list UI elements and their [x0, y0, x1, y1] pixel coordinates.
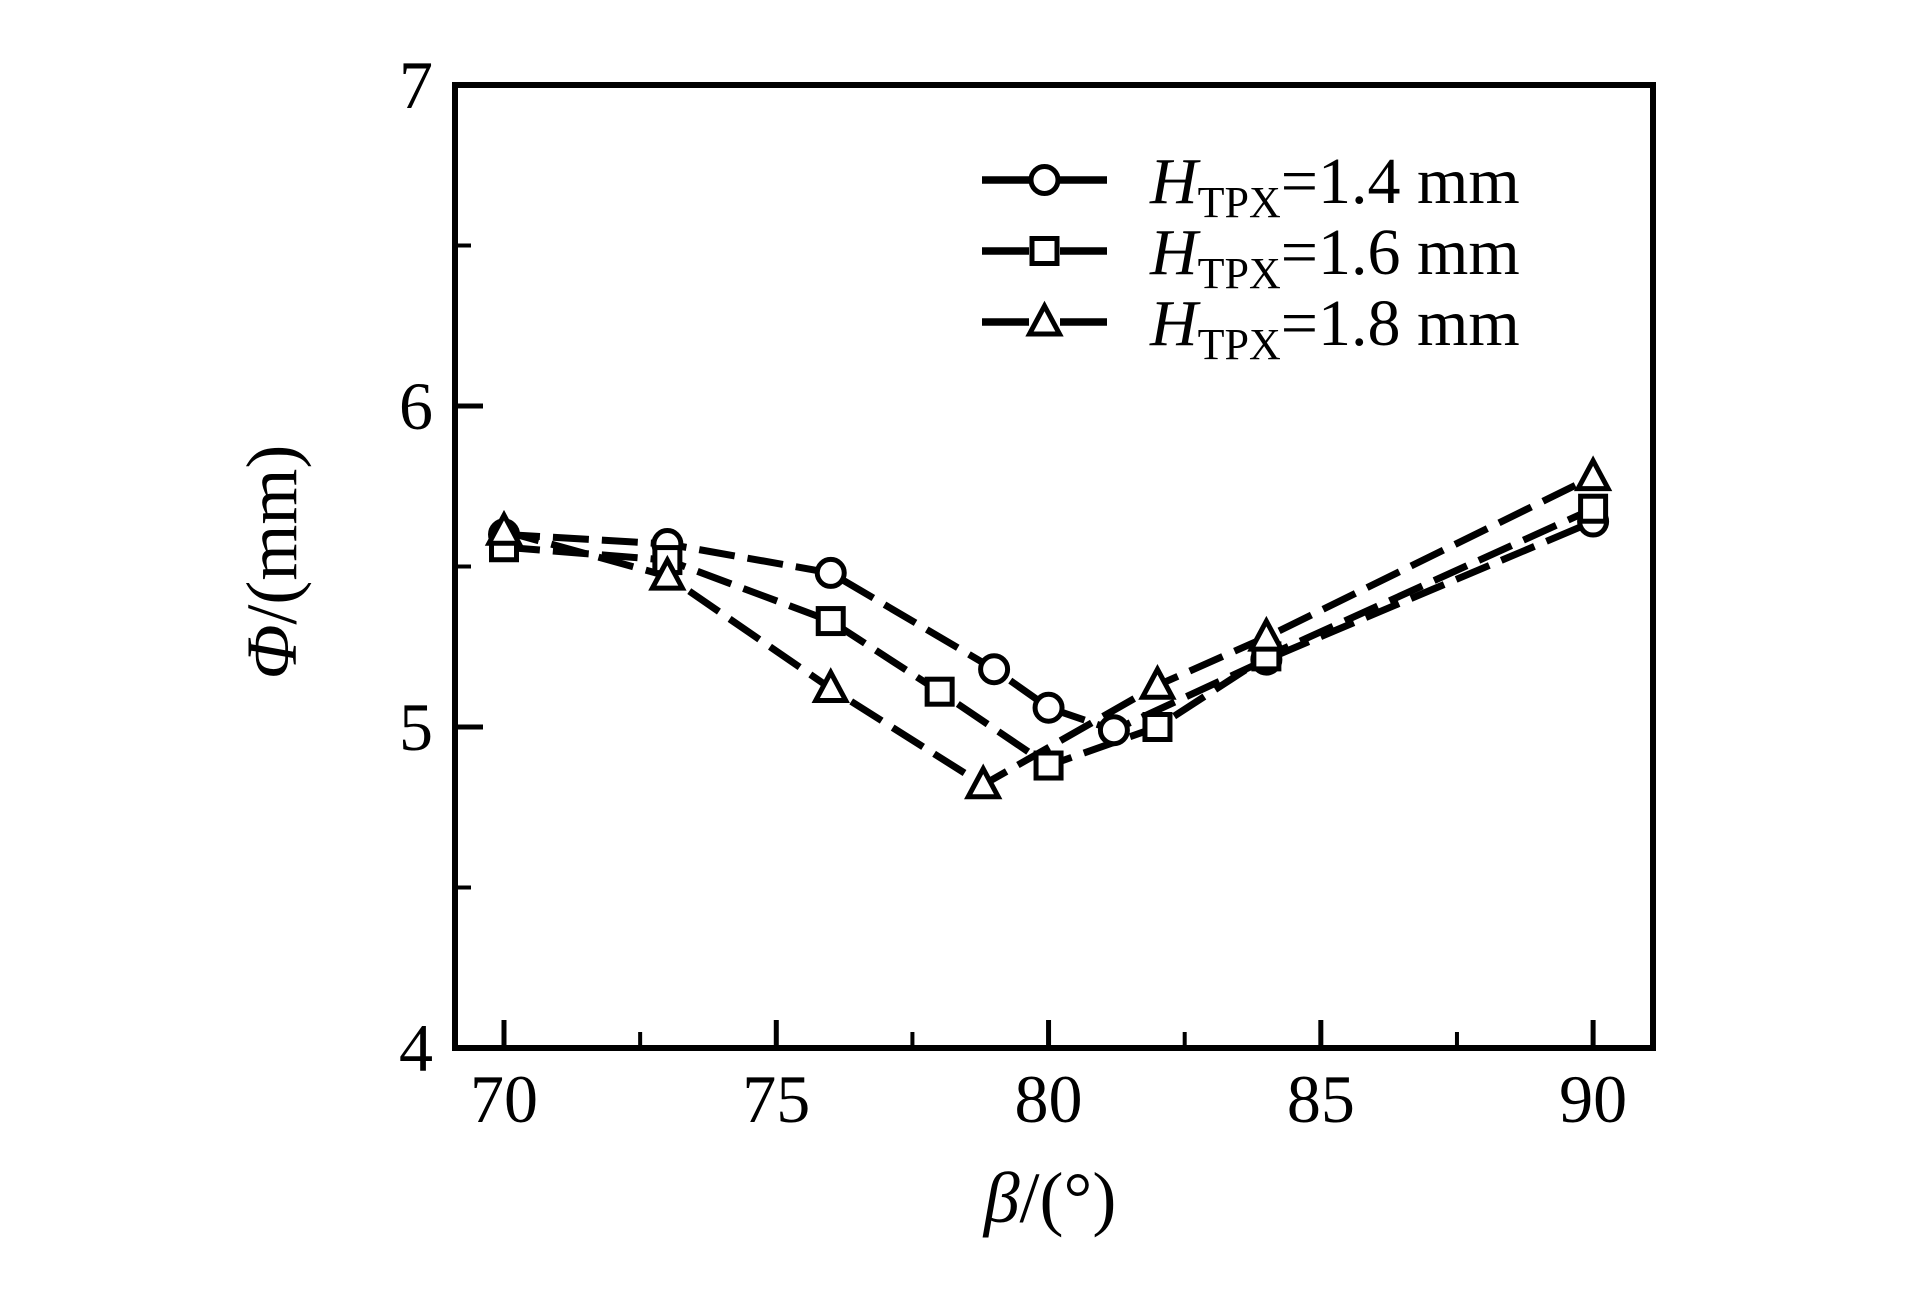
triangle-marker-icon	[648, 554, 687, 591]
y-tick-label: 5	[399, 689, 433, 765]
series-markers-square	[489, 493, 1609, 781]
x-tick-label: 85	[1287, 1061, 1355, 1137]
triangle-marker-icon	[1247, 615, 1286, 652]
triangle-marker-icon	[484, 509, 524, 546]
series-markers-group	[484, 455, 1613, 800]
x-tick-label: 70	[470, 1061, 538, 1137]
legend-row: HTPX=1.6 mm	[982, 216, 1520, 298]
x-tick-label: 90	[1559, 1061, 1627, 1137]
y-tick-label: 7	[399, 47, 433, 123]
triangle-marker-icon	[1138, 663, 1177, 700]
axis-ticks-group	[455, 82, 1596, 1051]
legend-row: HTPX=1.8 mm	[982, 287, 1520, 369]
x-tick-label: 75	[742, 1061, 810, 1137]
square-marker-icon	[1029, 236, 1060, 266]
legend-label: HTPX=1.4 mm	[1149, 145, 1520, 227]
circle-marker-icon	[1097, 714, 1130, 747]
legend-label: HTPX=1.6 mm	[1149, 216, 1520, 298]
square-marker-icon	[1033, 750, 1064, 781]
axis-labels-group: 70 75 80 85 90 4 5 6 7 β/(°) Φ/(mm)	[232, 47, 1627, 1238]
y-axis-label: Φ/(mm)	[232, 445, 312, 680]
y-tick-label: 4	[399, 1010, 433, 1086]
x-tick-label: 80	[1015, 1061, 1083, 1137]
circle-marker-icon	[814, 556, 847, 589]
legend-label: HTPX=1.8 mm	[1149, 287, 1520, 369]
y-tick-label: 6	[399, 368, 433, 444]
square-marker-icon	[815, 606, 846, 637]
triangle-marker-icon	[1025, 300, 1064, 337]
circle-marker-icon	[978, 653, 1011, 686]
series-markers-triangle	[484, 455, 1613, 800]
circle-marker-icon	[1028, 164, 1061, 196]
triangle-marker-icon	[811, 667, 850, 703]
legend-row: HTPX=1.4 mm	[982, 145, 1520, 227]
triangle-marker-icon	[964, 763, 1003, 800]
triangle-marker-icon	[1573, 455, 1613, 492]
square-marker-icon	[924, 676, 955, 707]
square-marker-icon	[1142, 712, 1173, 742]
x-axis-label: β/(°)	[982, 1158, 1117, 1238]
square-marker-icon	[1578, 493, 1609, 524]
circle-marker-icon	[1032, 691, 1065, 724]
